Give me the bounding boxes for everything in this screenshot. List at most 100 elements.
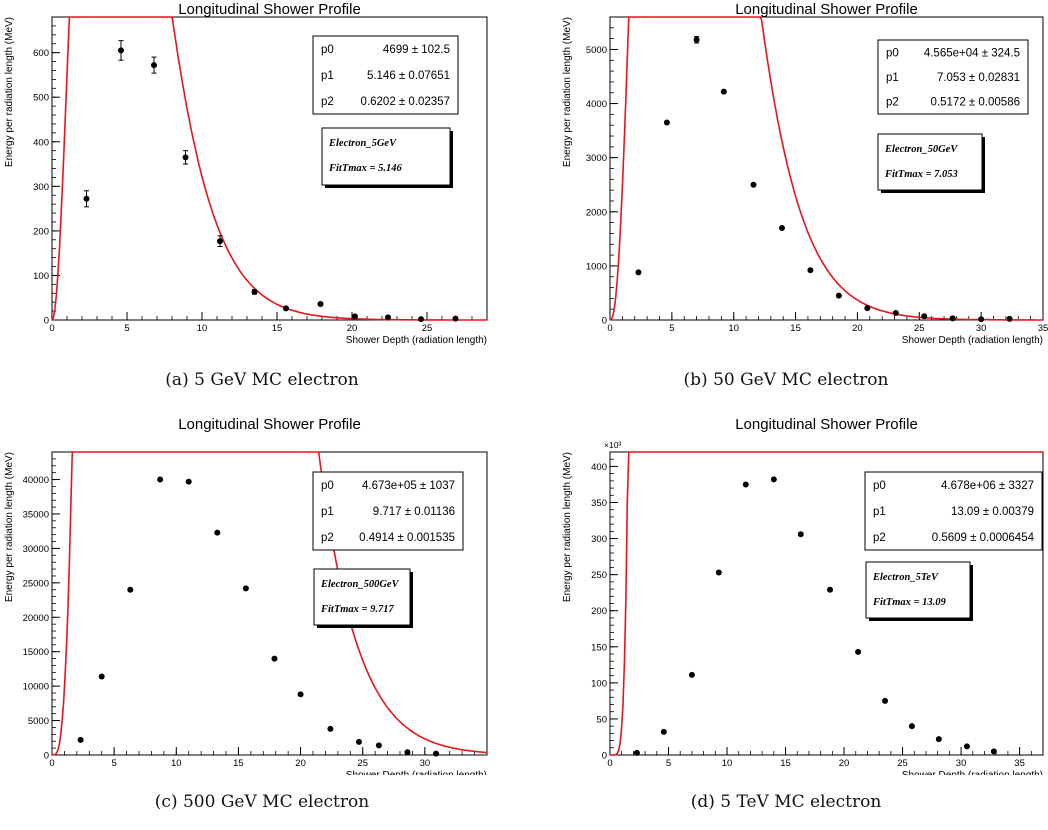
fit-param-value: 4699 ± 102.5 — [383, 44, 450, 56]
fit-param-value: 5.146 ± 0.07651 — [367, 70, 450, 82]
fit-curve — [52, 451, 488, 756]
data-point — [742, 481, 749, 488]
fit-param-name: p1 — [321, 70, 334, 82]
y-tick-label: 250 — [591, 570, 607, 581]
y-tick-label: 30000 — [23, 544, 49, 555]
x-tick-label: 30 — [956, 758, 967, 769]
x-tick-label: 0 — [49, 758, 54, 769]
data-point — [797, 531, 804, 538]
data-point — [214, 529, 221, 536]
y-tick-label: 600 — [33, 48, 49, 59]
data-point — [770, 476, 777, 483]
data-point — [317, 300, 324, 307]
data-point — [778, 225, 785, 232]
fit-param-value: 4.678e+06 ± 3327 — [941, 480, 1034, 492]
y-tick-label: 35000 — [23, 509, 49, 520]
chart-panel-50gev: Longitudinal Shower Profile 0 1000 2000 3000… — [524, 0, 1048, 415]
chart-title: Longitudinal Shower Profile — [178, 1, 361, 18]
x-tick-label: 15 — [780, 758, 791, 769]
data-point — [283, 305, 289, 312]
data-point — [807, 267, 814, 274]
x-tick-label: 25 — [357, 758, 368, 769]
data-point — [433, 750, 440, 757]
data-point — [355, 738, 362, 745]
y-axis-label: Energy per radiation length (MeV) — [562, 452, 573, 602]
data-point — [217, 238, 223, 245]
y-tick-label: 5000 — [586, 45, 607, 56]
x-tick-label: 10 — [197, 323, 208, 334]
x-axis-label: Shower Depth (radiation length) — [346, 770, 487, 775]
fit-stats-box — [877, 39, 1029, 115]
data-point — [921, 313, 928, 320]
y-tick-label: 300 — [33, 182, 49, 193]
y-tick-label: 1000 — [586, 261, 607, 272]
y-tick-label: 4000 — [586, 99, 607, 110]
y-tick-label: 100 — [33, 271, 49, 282]
sample-name-label: Electron_5TeV — [872, 572, 939, 583]
y-tick-label: 300 — [591, 534, 607, 545]
x-tick-label: 0 — [49, 323, 54, 334]
data-point — [185, 478, 192, 485]
data-point — [882, 697, 889, 704]
chart-title: Longitudinal Shower Profile — [735, 416, 918, 433]
fit-param-value: 0.6202 ± 0.02357 — [361, 96, 450, 108]
fit-param-value: 13.09 ± 0.00379 — [951, 506, 1034, 518]
fit-tmax-label: FitTmax = 7.053 — [884, 169, 958, 180]
y-axis-multiplier: ×10³ — [604, 440, 621, 450]
fit-param-value: 0.5609 ± 0.0006454 — [932, 532, 1035, 544]
data-point — [908, 723, 915, 730]
x-tick-label: 35 — [1038, 323, 1048, 334]
x-tick-label: 5 — [669, 323, 674, 334]
x-tick-label: 25 — [914, 323, 925, 334]
sample-name-label: Electron_50GeV — [884, 144, 958, 155]
sample-label-box — [313, 568, 411, 626]
y-tick-label: 150 — [591, 642, 607, 653]
sample-label-box — [321, 127, 451, 186]
x-tick-label: 20 — [852, 323, 863, 334]
y-tick-label: 10000 — [23, 682, 49, 693]
fit-param-name: p1 — [873, 506, 886, 518]
data-point — [750, 181, 757, 188]
data-point — [327, 725, 334, 732]
caption-5tev: (d) 5 TeV MC electron — [690, 792, 882, 812]
data-point — [688, 671, 695, 678]
data-point — [935, 736, 942, 743]
chart-panel-5tev: Longitudinal Shower Profile 0 50 100 150 200 2… — [524, 415, 1048, 830]
y-tick-label: 100 — [591, 678, 607, 689]
data-point — [452, 315, 459, 322]
fit-param-name: p2 — [873, 532, 886, 544]
data-point — [720, 88, 727, 95]
x-tick-label: 20 — [347, 323, 358, 334]
fit-param-name: p1 — [886, 72, 899, 84]
x-tick-label: 20 — [839, 758, 850, 769]
x-tick-label: 25 — [422, 323, 433, 334]
fit-tmax-label: FitTmax = 13.09 — [872, 597, 947, 608]
x-tick-label: 30 — [976, 323, 987, 334]
fit-param-value: 9.717 ± 0.01136 — [373, 506, 455, 518]
x-axis-label: Shower Depth (radiation length) — [902, 770, 1043, 775]
chart-title: Longitudinal Shower Profile — [735, 1, 918, 18]
y-tick-label: 400 — [591, 462, 607, 473]
x-tick-label: 10 — [171, 758, 182, 769]
chart-panel-5gev: Longitudinal Shower Profile 0 100 200 300 400… — [0, 0, 524, 415]
y-tick-label: 500 — [33, 93, 49, 104]
x-tick-label: 25 — [897, 758, 908, 769]
y-tick-label: 200 — [591, 606, 607, 617]
x-tick-label: 0 — [607, 323, 612, 334]
fit-stats-box — [864, 471, 1043, 551]
data-point — [418, 316, 424, 323]
fit-param-name: p2 — [321, 532, 334, 544]
data-point — [98, 673, 105, 680]
fit-tmax-label: FitTmax = 9.717 — [320, 604, 395, 615]
y-tick-label: 0 — [602, 316, 607, 327]
fit-param-value: 4.565e+04 ± 324.5 — [924, 47, 1020, 59]
data-point — [978, 316, 985, 323]
shower-profile-chart-5tev: Longitudinal Shower Profile0501001502002… — [562, 416, 1044, 775]
x-tick-label: 20 — [295, 758, 306, 769]
y-axis-label: Energy per radiation length (MeV) — [562, 17, 573, 167]
y-tick-label: 0 — [44, 751, 49, 762]
fit-param-name: p2 — [321, 96, 334, 108]
data-point — [949, 315, 956, 322]
caption-500gev: (c) 500 GeV MC electron — [154, 792, 370, 812]
fit-param-value: 7.053 ± 0.02831 — [937, 72, 1020, 84]
